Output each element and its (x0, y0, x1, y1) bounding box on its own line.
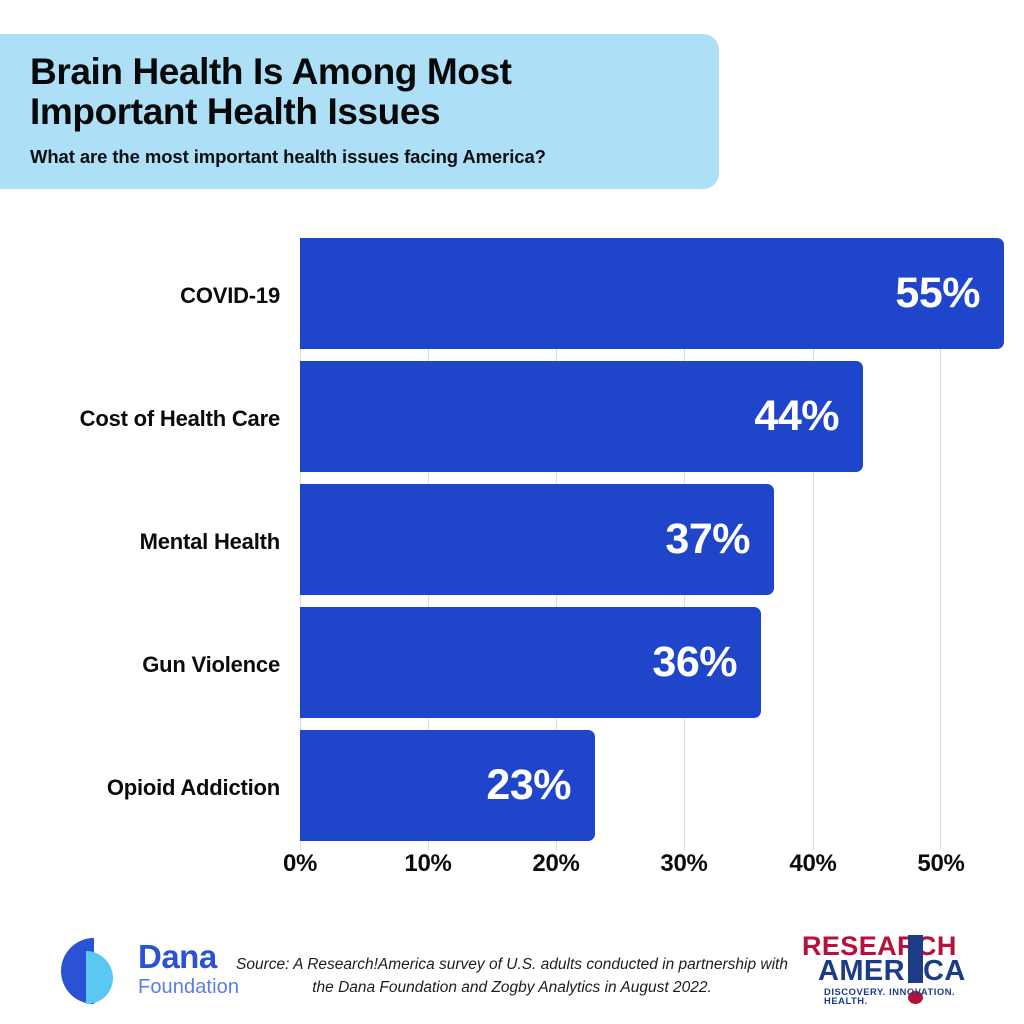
x-tick-30: 30% (660, 850, 708, 877)
x-tick-50: 50% (917, 850, 965, 877)
bar-chart: 55% 44% 37% 36% 23% COVID-19 Cost of Hea… (0, 230, 1024, 890)
research-america-line2-start: AMER (818, 955, 905, 987)
bar-value-label: 44% (754, 392, 839, 440)
research-america-line2-end: CA (923, 955, 966, 987)
research-america-line1: RESEARCH (802, 931, 957, 961)
page-title: Brain Health Is Among Most Important Hea… (30, 51, 512, 132)
dana-wordmark: Dana Foundation (138, 940, 239, 997)
table-row: 55% (300, 238, 1004, 349)
table-row: 44% (300, 361, 941, 472)
bar-value-label: 37% (665, 515, 750, 563)
bar-value-label: 23% (486, 761, 571, 809)
plot-area: 55% 44% 37% 36% 23% (300, 238, 1004, 850)
dana-foundation-logo[interactable]: Dana Foundation (60, 936, 239, 1006)
x-tick-40: 40% (789, 850, 837, 877)
footer: Dana Foundation Source: A Research!Ameri… (0, 915, 1024, 1024)
research-america-line2: AMER CA (818, 957, 966, 986)
category-label-gun-violence: Gun Violence (142, 652, 280, 677)
table-row: 23% (300, 730, 941, 841)
dana-logo-mark-icon (61, 938, 113, 1004)
bar-gun-violence[interactable]: 36% (300, 607, 761, 718)
category-label-covid-19: COVID-19 (180, 283, 280, 308)
x-tick-10: 10% (404, 850, 452, 877)
source-note: Source: A Research!America survey of U.S… (236, 956, 788, 997)
table-row: 36% (300, 607, 941, 718)
bar-cost-of-health-care[interactable]: 44% (300, 361, 863, 472)
gridline-50 (940, 238, 941, 850)
category-label-opioid-addiction: Opioid Addiction (106, 775, 280, 800)
bar-opioid-addiction[interactable]: 23% (300, 730, 595, 841)
header-banner: Brain Health Is Among Most Important Hea… (0, 34, 719, 189)
category-label-mental-health: Mental Health (139, 529, 281, 554)
exclamation-bar-icon (908, 935, 923, 983)
x-axis: 0% 10% 20% 30% 40% 50% (0, 850, 1024, 890)
bar-value-label: 55% (895, 269, 980, 317)
bar-mental-health[interactable]: 37% (300, 484, 774, 595)
research-america-logo[interactable]: RESEARCH AMER CA DISCOVERY. INNOVATION. H… (798, 931, 976, 1007)
bar-covid-19[interactable]: 55% (300, 238, 1004, 349)
dana-logo-subname: Foundation (138, 976, 240, 998)
x-tick-0: 0% (282, 850, 318, 877)
page-subtitle: What are the most important health issue… (30, 145, 546, 167)
bar-value-label: 36% (652, 638, 737, 686)
category-label-cost-of-health-care: Cost of Health Care (79, 406, 281, 431)
research-america-tagline: DISCOVERY. INNOVATION. HEALTH. (824, 986, 956, 1007)
exclamation-dot-icon (908, 991, 923, 1004)
dana-logo-name: Dana (138, 938, 217, 975)
table-row: 37% (300, 484, 941, 595)
gridline-40 (813, 238, 814, 850)
x-tick-20: 20% (532, 850, 580, 877)
